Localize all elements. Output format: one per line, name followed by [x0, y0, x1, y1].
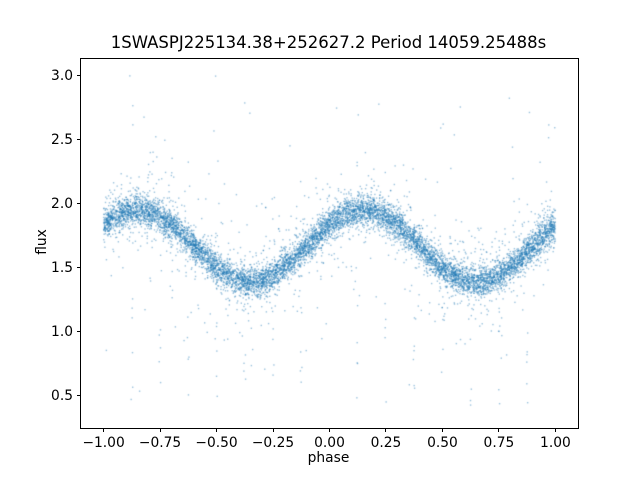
x-tick-mark — [385, 428, 387, 432]
x-tick-label: 0.75 — [483, 435, 515, 451]
y-tick-label: 3.0 — [51, 67, 73, 84]
plot-area: −1.00 −0.75 −0.50 −0.25 0.00 0.25 0.50 0.75 1.00… — [51, 58, 579, 451]
y-tick-mark — [77, 395, 81, 397]
y-tick-mark — [77, 267, 81, 269]
y-tick-label: 0.5 — [51, 387, 73, 404]
y-tick-label: 1.0 — [51, 323, 73, 340]
x-tick-mark — [272, 428, 274, 432]
x-tick-label: 0.00 — [314, 435, 345, 451]
x-tick-mark — [498, 428, 500, 432]
y-tick-label: 2.0 — [51, 195, 73, 212]
y-axis-label: flux — [34, 229, 50, 255]
x-tick-mark — [159, 428, 161, 432]
x-axis-label: phase — [307, 450, 350, 466]
x-tick-label: 0.25 — [370, 435, 402, 451]
x-tick-mark — [103, 428, 105, 432]
y-tick-label: 1.5 — [51, 259, 73, 276]
y-tick-mark — [77, 203, 81, 205]
x-tick-mark — [441, 428, 443, 432]
x-tick-label: 0.50 — [427, 435, 458, 451]
x-tick-mark — [554, 428, 556, 432]
y-tick-mark — [77, 75, 81, 77]
x-tick-label: −0.75 — [138, 435, 182, 451]
chart-title: 1SWASPJ225134.38+252627.2 Period 14059.2… — [110, 33, 547, 52]
x-tick-label: −0.50 — [195, 435, 238, 451]
x-tick-mark — [216, 428, 218, 432]
y-tick-mark — [77, 331, 81, 333]
scatter-points-canvas — [81, 59, 578, 428]
x-tick-mark — [329, 428, 330, 432]
y-tick-label: 2.5 — [51, 131, 73, 148]
x-tick-label: −0.25 — [251, 435, 295, 451]
x-tick-label: −1.00 — [82, 435, 125, 451]
y-tick-mark — [77, 139, 81, 141]
x-tick-label: 1.00 — [540, 435, 571, 451]
